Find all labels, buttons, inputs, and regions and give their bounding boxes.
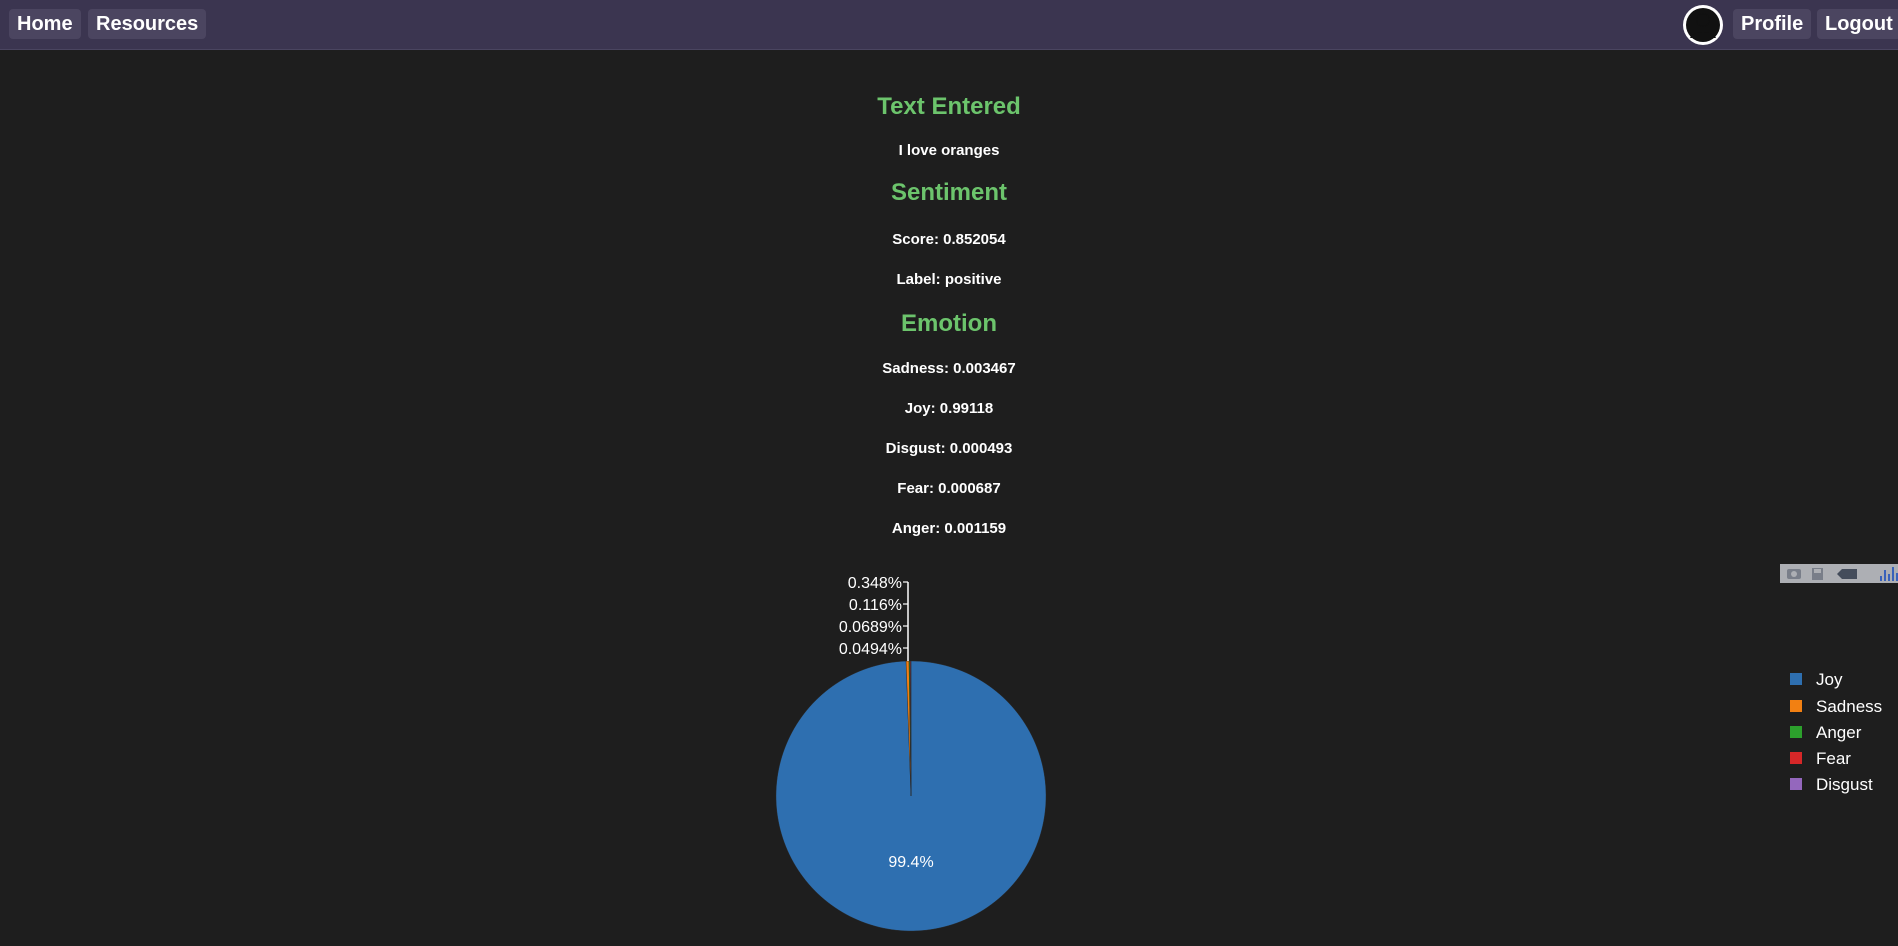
legend-item-disgust[interactable]: Disgust xyxy=(1790,774,1873,796)
legend-swatch-anger xyxy=(1790,725,1802,738)
legend-swatch-sadness xyxy=(1790,699,1802,712)
sentiment-title: Sentiment xyxy=(890,179,1007,206)
emotion-joy: Joy: 0.99118 xyxy=(904,400,994,417)
legend-item-joy[interactable]: Joy xyxy=(1790,669,1842,691)
emotion-fear: Fear: 0.000687 xyxy=(897,480,1001,497)
sentiment-score: Score: 0.852054 xyxy=(892,231,1006,248)
emotion-disgust: Disgust: 0.000493 xyxy=(885,440,1013,457)
home-button[interactable]: Home xyxy=(9,9,81,39)
pie-label-joy: 99.4% xyxy=(888,854,933,871)
legend-item-anger[interactable]: Anger xyxy=(1790,722,1861,744)
logout-button[interactable]: Logout xyxy=(1817,9,1898,39)
legend-item-sadness[interactable]: Sadness xyxy=(1790,696,1882,718)
legend-swatch-fear xyxy=(1790,751,1802,764)
pie-label-anger: 0.116% xyxy=(849,597,902,614)
emotion-sadness: Sadness: 0.003467 xyxy=(882,360,1016,377)
navbar: Home Resources Profile Logout xyxy=(0,0,1898,50)
legend-item-fear[interactable]: Fear xyxy=(1790,748,1851,770)
save-icon[interactable] xyxy=(1812,568,1823,580)
pie-label-fear: 0.0689% xyxy=(839,619,902,636)
legend-swatch-disgust xyxy=(1790,777,1802,790)
emotion-anger: Anger: 0.001159 xyxy=(891,520,1007,537)
sentiment-label: Label: positive xyxy=(896,271,1002,288)
avatar[interactable] xyxy=(1683,5,1723,45)
chart-modebar xyxy=(1780,564,1898,583)
resources-button[interactable]: Resources xyxy=(88,9,207,39)
back-icon[interactable] xyxy=(1837,569,1857,579)
text-entered-title: Text Entered xyxy=(877,93,1021,120)
camera-icon[interactable] xyxy=(1787,569,1801,579)
legend-swatch-joy xyxy=(1790,672,1802,685)
emotion-pie-chart: 99.4% 0.348% 0.116% 0.0689% 0.0494% xyxy=(775,575,1047,932)
profile-button[interactable]: Profile xyxy=(1733,9,1812,39)
entered-text: I love oranges xyxy=(898,142,1000,159)
pie-label-disgust: 0.0494% xyxy=(839,641,902,658)
pie-label-sadness: 0.348% xyxy=(848,575,902,592)
emotion-title: Emotion xyxy=(901,310,997,337)
user-icon xyxy=(1684,6,1722,44)
plotly-logo-icon[interactable] xyxy=(1880,567,1898,581)
